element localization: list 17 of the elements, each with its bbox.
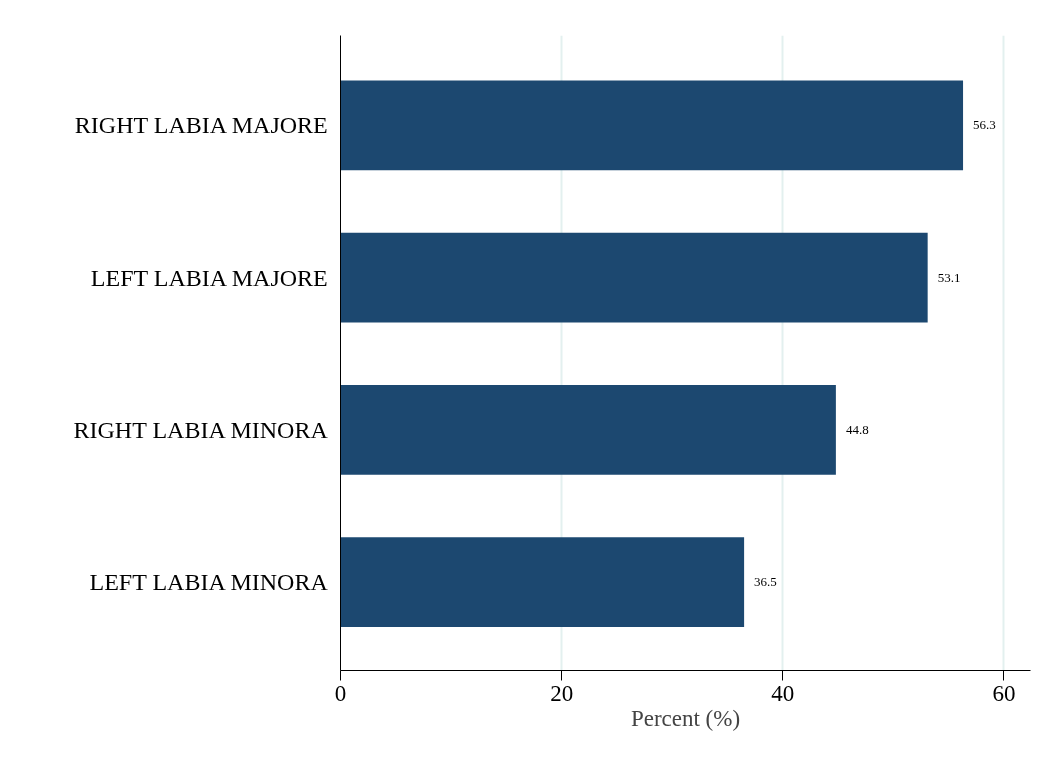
data-label: 36.5 — [754, 574, 777, 590]
y-tick-label: LEFT LABIA MINORA — [89, 569, 329, 596]
y-tick-label: RIGHT LABIA MAJORE — [74, 112, 328, 139]
x-tick-label: 0 — [334, 680, 347, 706]
x-tick-label: 40 — [771, 680, 795, 706]
bar — [340, 537, 745, 628]
x-tick-label: 60 — [992, 680, 1016, 706]
x-axis-title: Percent (%) — [630, 705, 741, 731]
data-label: 44.8 — [845, 421, 869, 437]
y-tick-label: RIGHT LABIA MINORA — [73, 416, 329, 443]
x-tick-label: 20 — [550, 680, 574, 706]
bar — [340, 384, 836, 475]
y-tick-label: LEFT LABIA MAJORE — [90, 264, 328, 291]
bar — [340, 80, 964, 171]
data-label: 56.3 — [973, 117, 996, 133]
bar — [340, 232, 928, 323]
data-label: 53.1 — [937, 269, 961, 285]
